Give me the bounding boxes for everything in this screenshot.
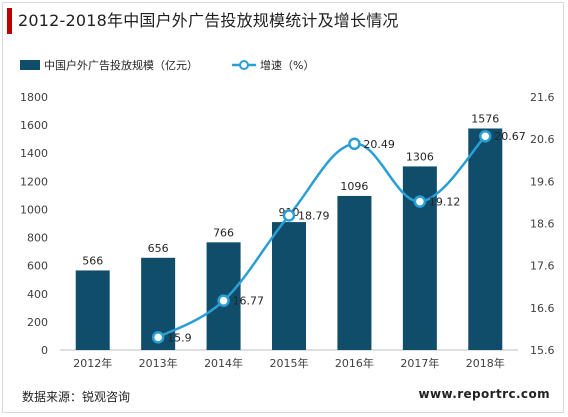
growth-value-label: 15.9 [167, 331, 192, 344]
y-left-tick-label: 1400 [20, 147, 48, 160]
growth-point [479, 129, 492, 143]
growth-point [348, 137, 361, 151]
growth-value-label: 20.49 [363, 138, 395, 151]
x-tick-label: 2013年 [139, 356, 178, 370]
legend-bar-label: 中国户外广告投放规模（亿元） [44, 58, 198, 72]
y-right-tick-label: 18.6 [530, 218, 555, 231]
growth-point [151, 331, 165, 344]
chart-title: 2012-2018年中国户外广告投放规模统计及增长情况 [18, 11, 399, 30]
y-left-tick-label: 0 [41, 344, 48, 357]
bar-value-label: 566 [82, 254, 103, 267]
growth-value-label: 18.79 [298, 209, 330, 222]
legend-bar-swatch [20, 60, 40, 70]
y-right-tick-label: 16.6 [530, 302, 555, 315]
y-left-tick-label: 200 [27, 316, 48, 329]
chart-frame [2, 2, 564, 413]
bar [402, 166, 437, 350]
growth-value-label: 16.77 [233, 295, 264, 308]
x-tick-label: 2017年 [400, 356, 439, 370]
y-left-tick-label: 1800 [20, 91, 48, 104]
bar-value-label: 656 [148, 242, 169, 255]
y-left-tick-label: 400 [27, 288, 48, 301]
x-tick-label: 2015年 [270, 356, 309, 370]
bar [468, 128, 503, 350]
x-tick-label: 2016年 [335, 356, 374, 370]
x-tick-label: 2012年 [73, 356, 112, 370]
legend-line-label: 增速（%） [260, 58, 314, 72]
bar [337, 195, 372, 350]
growth-value-label: 20.67 [494, 130, 526, 143]
y-left-tick-label: 1000 [20, 203, 48, 216]
growth-value-label: 19.12 [429, 196, 461, 209]
y-right-tick-label: 17.6 [530, 260, 555, 273]
y-right-tick-label: 19.6 [530, 175, 555, 188]
growth-point [282, 209, 296, 222]
bar [75, 270, 110, 350]
y-right-tick-label: 15.6 [530, 344, 555, 357]
y-left-tick-label: 800 [27, 232, 48, 245]
legend-line-marker [239, 60, 249, 70]
bar-value-label: 1096 [340, 180, 368, 193]
growth-point [217, 294, 230, 307]
source-label: 数据来源：锐观咨询 [22, 390, 131, 404]
title-accent-bar [7, 8, 12, 34]
x-tick-label: 2014年 [204, 356, 243, 370]
bar-value-label: 1306 [406, 150, 434, 163]
y-left-tick-label: 1600 [20, 119, 48, 132]
growth-point [413, 195, 427, 208]
website-label: www.reportrc.com [418, 387, 550, 401]
y-left-tick-label: 1200 [20, 175, 48, 188]
y-right-tick-label: 21.6 [530, 91, 555, 104]
bar [272, 222, 306, 350]
x-tick-label: 2018年 [466, 356, 505, 370]
y-right-tick-label: 20.6 [530, 133, 555, 146]
bar-value-label: 766 [213, 226, 234, 239]
y-left-tick-label: 600 [27, 260, 48, 273]
bar-value-label: 1576 [471, 112, 499, 125]
